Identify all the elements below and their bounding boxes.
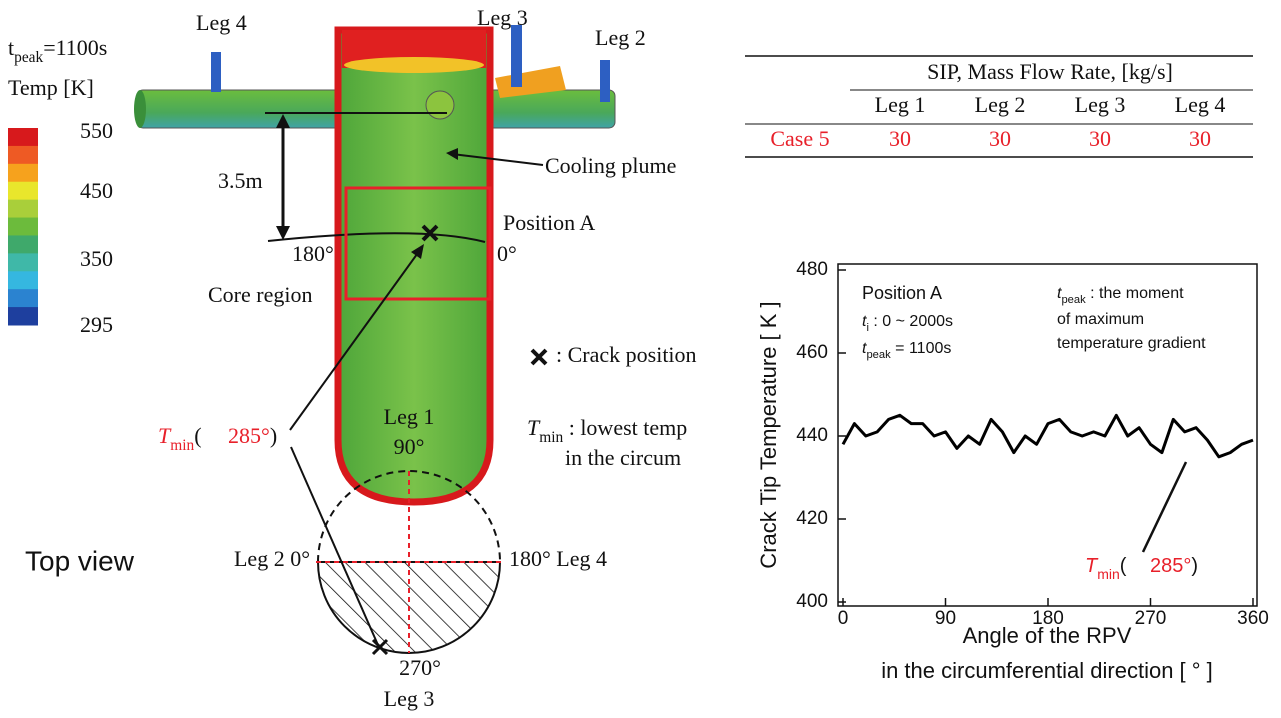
colorbar-swatch [8,218,38,236]
text-part: ( [194,423,201,448]
figure: tpeak=1100s Temp [K] 550 450 350 295 Leg 4 Leg … [0,0,1281,718]
y-tick-label: 420 [796,508,828,529]
table-column: Leg 4 [1175,92,1226,117]
colorbar-swatch [8,235,38,253]
annotation: Position A [862,283,942,303]
data-line [843,415,1253,457]
leg-label: Leg 2 [595,25,646,50]
table-cell: 30 [1189,126,1211,151]
text-part: 285° [228,423,270,448]
text-part: : lowest temp [563,415,687,440]
table-column: Leg 2 [975,92,1026,117]
text-part: peak [866,349,891,361]
colorbar-swatch [8,164,38,182]
y-tick-label: 480 [796,259,828,280]
annotation: ti : 0 ~ 2000s [862,313,953,334]
top-view-label: 270° [399,655,441,680]
top-view-label: Leg 2 0° [234,546,310,571]
y-tick-label: 400 [796,591,828,612]
text-part: ) [1191,555,1198,577]
tmin-definition: in the circum [565,445,681,470]
angle-label: 180° [292,241,334,266]
text-part: : 0 ~ 2000s [869,313,953,330]
y-tick-label: 440 [796,425,828,446]
table-column: Leg 1 [875,92,926,117]
colorbar-swatch [8,182,38,200]
annotation: tpeak = 1100s [862,340,951,361]
table-cell: 30 [989,126,1011,151]
x-tick-label: 0 [838,608,849,629]
text-part: ( [1120,555,1127,577]
table-column: Leg 3 [1075,92,1126,117]
table-cell: Case 5 [770,126,829,151]
callout-line [1143,462,1186,552]
crack-legend: : Crack position [556,342,697,367]
position-label: Position A [503,210,595,235]
top-view-label: Leg 1 [384,404,435,429]
annotation: of maximum [1057,311,1144,328]
angle-label: 0° [497,241,517,266]
tmin-value: 285°) [1150,555,1198,577]
text-part: =1100s [43,35,107,60]
top-view-label: 180° Leg 4 [509,546,607,571]
top-view-label: 90° [394,434,425,459]
annotation: temperature gradient [1057,335,1206,352]
table-cell: 30 [1089,126,1111,151]
text-part: min [539,429,563,446]
peak-time: tpeak=1100s [8,35,107,66]
colorbar-label: 450 [80,178,113,203]
colorbar-title: Temp [K] [8,75,94,100]
text-part: min [1097,566,1120,582]
colorbar-label: 350 [80,246,113,271]
text-part: peak [1061,294,1086,306]
colorbar-label: 550 [80,118,113,143]
tmin-value: 285°) [228,423,277,448]
plume-label: Cooling plume [545,153,676,178]
colorbar-label: 295 [80,312,113,337]
text-part: peak [14,49,43,66]
tmin-label: Tmin( [1085,555,1127,581]
text-part: : the moment [1086,285,1184,302]
colorbar-swatch [8,253,38,271]
top-view-title: Top view [25,545,135,576]
tmin-definition: Tmin : lowest temp [527,415,687,446]
x-axis-title: in the circumferential direction [ ° ] [881,658,1213,683]
top-view-label: Leg 3 [384,686,435,711]
annotation: tpeak : the moment [1057,285,1184,306]
leg-label: Leg 3 [477,5,528,30]
y-tick-label: 460 [796,342,828,363]
tmin-label: Tmin( [158,423,202,454]
x-tick-label: 90 [935,608,956,629]
colorbar-swatch [8,307,38,325]
colorbar-swatch [8,289,38,307]
text-part: = 1100s [891,340,952,357]
page: {"chart_data":{"type":"line", "x":[0,10,… [0,0,1281,718]
x-tick-label: 270 [1135,608,1167,629]
text-part: min [170,437,194,454]
colorbar-swatch [8,271,38,289]
colorbar-swatch [8,146,38,164]
y-axis-title: Crack Tip Temperature [ K ] [756,301,781,568]
table-header: SIP, Mass Flow Rate, [kg/s] [927,59,1173,84]
text-part: ) [270,423,277,448]
core-label: Core region [208,282,312,307]
distance-label: 3.5m [218,168,263,193]
colorbar-swatch [8,200,38,218]
x-axis-title: Angle of the RPV [963,623,1132,648]
text-part: 285° [1150,555,1191,577]
leg-label: Leg 4 [196,10,247,35]
table-cell: 30 [889,126,911,151]
colorbar-swatch [8,128,38,146]
x-tick-label: 360 [1237,608,1269,629]
